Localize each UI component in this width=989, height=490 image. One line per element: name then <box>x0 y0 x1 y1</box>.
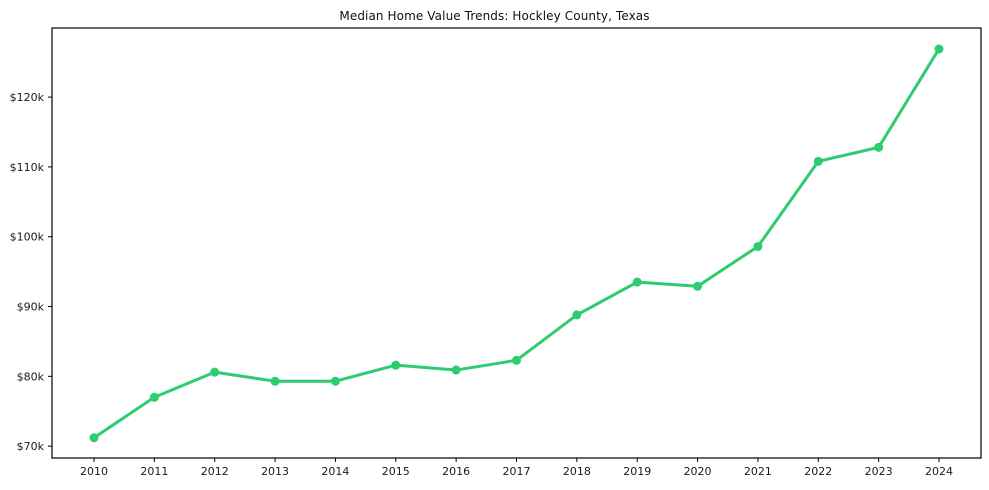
chart-title: Median Home Value Trends: Hockley County… <box>339 9 650 23</box>
data-point-marker <box>874 142 884 152</box>
data-point-marker <box>149 392 159 402</box>
data-point-marker <box>934 44 944 54</box>
plot-border <box>51 27 982 459</box>
x-axis-tick-label: 2018 <box>563 465 591 478</box>
y-axis-tick-label: $90k <box>17 301 45 314</box>
x-axis-tick-label: 2024 <box>925 465 953 478</box>
data-point-marker <box>89 433 99 443</box>
x-axis-tick-label: 2015 <box>382 465 410 478</box>
x-axis-tick-label: 2010 <box>80 465 108 478</box>
x-axis-tick-label: 2020 <box>684 465 712 478</box>
data-point-marker <box>572 310 582 320</box>
x-axis-tick-label: 2017 <box>503 465 531 478</box>
data-point-marker <box>330 376 340 386</box>
data-point-marker <box>391 360 401 370</box>
data-point-marker <box>813 156 823 166</box>
data-point-marker <box>210 367 220 377</box>
y-axis-tick-label: $110k <box>10 161 45 174</box>
data-point-marker <box>512 355 521 365</box>
x-axis-tick-label: 2023 <box>865 465 893 478</box>
data-point-marker <box>270 376 280 386</box>
y-axis-tick-label: $70k <box>17 440 45 453</box>
x-axis-tick-label: 2022 <box>804 465 832 478</box>
y-axis-tick-label: $80k <box>17 370 45 383</box>
y-axis-tick-label: $100k <box>10 231 45 244</box>
y-axis-tick-label: $120k <box>10 91 45 104</box>
x-axis-tick-label: 2011 <box>140 465 168 478</box>
x-axis-tick-label: 2013 <box>261 465 289 478</box>
x-axis-tick-label: 2021 <box>744 465 772 478</box>
x-axis-tick-label: 2014 <box>321 465 349 478</box>
x-axis-tick-label: 2019 <box>623 465 651 478</box>
data-point-marker <box>451 365 461 375</box>
data-point-marker <box>753 241 763 251</box>
x-axis-tick-label: 2016 <box>442 465 470 478</box>
data-point-marker <box>632 277 642 287</box>
data-point-marker <box>693 281 703 291</box>
line-series <box>92 47 941 440</box>
x-axis-tick-label: 2012 <box>201 465 229 478</box>
